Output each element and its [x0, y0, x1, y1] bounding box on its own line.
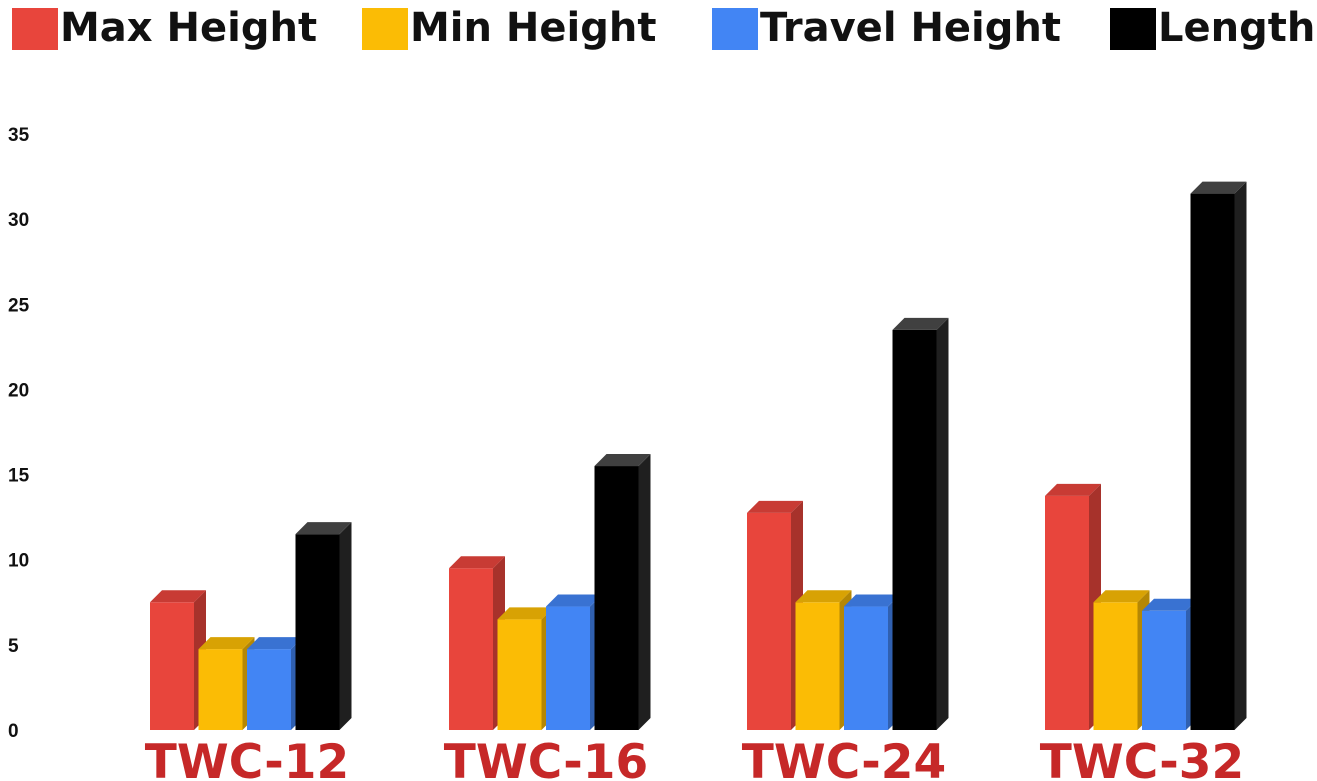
y-tick-label-25: 25 — [8, 295, 30, 316]
bar-front-face — [1142, 610, 1186, 730]
bar-front-face — [198, 649, 243, 730]
bar-twc-16-min-height — [497, 607, 554, 730]
bar-top-face — [844, 594, 900, 607]
bar-top-face — [892, 317, 949, 330]
bar-twc-24-max-height — [747, 500, 803, 730]
bar-top-face — [150, 590, 206, 603]
bar-twc-16-travel-height — [546, 594, 602, 730]
bar-top-face — [449, 556, 505, 569]
bar-twc-32-min-height — [1093, 590, 1150, 730]
category-label-twc-32: TWC-32 — [1040, 735, 1244, 781]
bar-twc-32-length — [1190, 181, 1247, 731]
bar-twc-16-max-height — [449, 556, 505, 730]
legend-label-travel-height: Travel Height — [760, 5, 1061, 51]
bar-twc-24-length — [892, 317, 949, 730]
bar-top-face — [247, 637, 303, 650]
bar-top-face — [198, 637, 255, 650]
bar-top-face — [1093, 590, 1150, 603]
category-label-twc-16: TWC-16 — [444, 735, 648, 781]
y-tick-label-5: 5 — [8, 636, 19, 657]
legend: Max Height Min Height Travel Height Length — [12, 5, 1315, 51]
bar-front-face — [795, 602, 840, 730]
y-tick-label-35: 35 — [8, 125, 30, 146]
y-tick-label-15: 15 — [8, 466, 30, 487]
bar-front-face — [150, 602, 194, 730]
category-label-twc-12: TWC-12 — [145, 735, 349, 781]
bar-front-face — [747, 512, 791, 730]
bar-side-face — [1234, 181, 1247, 731]
bar-front-face — [247, 649, 291, 730]
bar-front-face — [1093, 602, 1138, 730]
bar-twc-12-travel-height — [247, 637, 303, 730]
y-tick-label-0: 0 — [8, 721, 19, 742]
bar-top-face — [1045, 483, 1101, 496]
y-tick-label-30: 30 — [8, 210, 29, 231]
legend-swatch-travel-height — [712, 8, 758, 50]
legend-swatch-min-height — [362, 8, 408, 50]
bar-front-face — [295, 534, 340, 730]
bar-front-face — [497, 619, 542, 730]
legend-label-length: Length — [1158, 5, 1315, 51]
y-tick-label-10: 10 — [8, 551, 29, 572]
bar-front-face — [1045, 495, 1089, 730]
bar-twc-32-max-height — [1045, 483, 1101, 730]
bar-side-face — [936, 317, 949, 730]
bar-twc-24-travel-height — [844, 594, 900, 730]
bar-front-face — [892, 329, 937, 730]
bar-top-face — [747, 500, 803, 513]
legend-label-min-height: Min Height — [410, 5, 656, 51]
bar-twc-32-travel-height — [1142, 598, 1198, 730]
bar-twc-24-min-height — [795, 590, 852, 730]
bar-top-face — [295, 522, 352, 535]
bar-front-face — [594, 466, 639, 730]
bar-front-face — [844, 606, 888, 730]
bar-side-face — [339, 522, 352, 730]
legend-swatch-length — [1110, 8, 1156, 50]
bar-top-face — [497, 607, 554, 620]
y-tick-label-20: 20 — [8, 380, 29, 401]
legend-swatch-max-height — [12, 8, 58, 50]
bar-front-face — [449, 568, 493, 730]
bar-twc-12-length — [295, 522, 352, 730]
x-axis: TWC-12 TWC-16 TWC-24 TWC-32 — [145, 735, 1244, 781]
y-axis: 0 5 10 15 20 25 30 35 — [8, 125, 30, 742]
bar-top-face — [594, 454, 651, 467]
bars — [150, 181, 1247, 731]
legend-label-max-height: Max Height — [60, 5, 317, 51]
bar-front-face — [546, 606, 590, 730]
bar-top-face — [1190, 181, 1247, 194]
bar-twc-12-min-height — [198, 637, 255, 730]
category-label-twc-24: TWC-24 — [742, 735, 946, 781]
bar-side-face — [638, 454, 651, 730]
bar-top-face — [795, 590, 852, 603]
bar-twc-12-max-height — [150, 590, 206, 730]
bar-top-face — [546, 594, 602, 607]
bar-front-face — [1190, 193, 1235, 731]
bar-twc-16-length — [594, 454, 651, 730]
bar-top-face — [1142, 598, 1198, 611]
